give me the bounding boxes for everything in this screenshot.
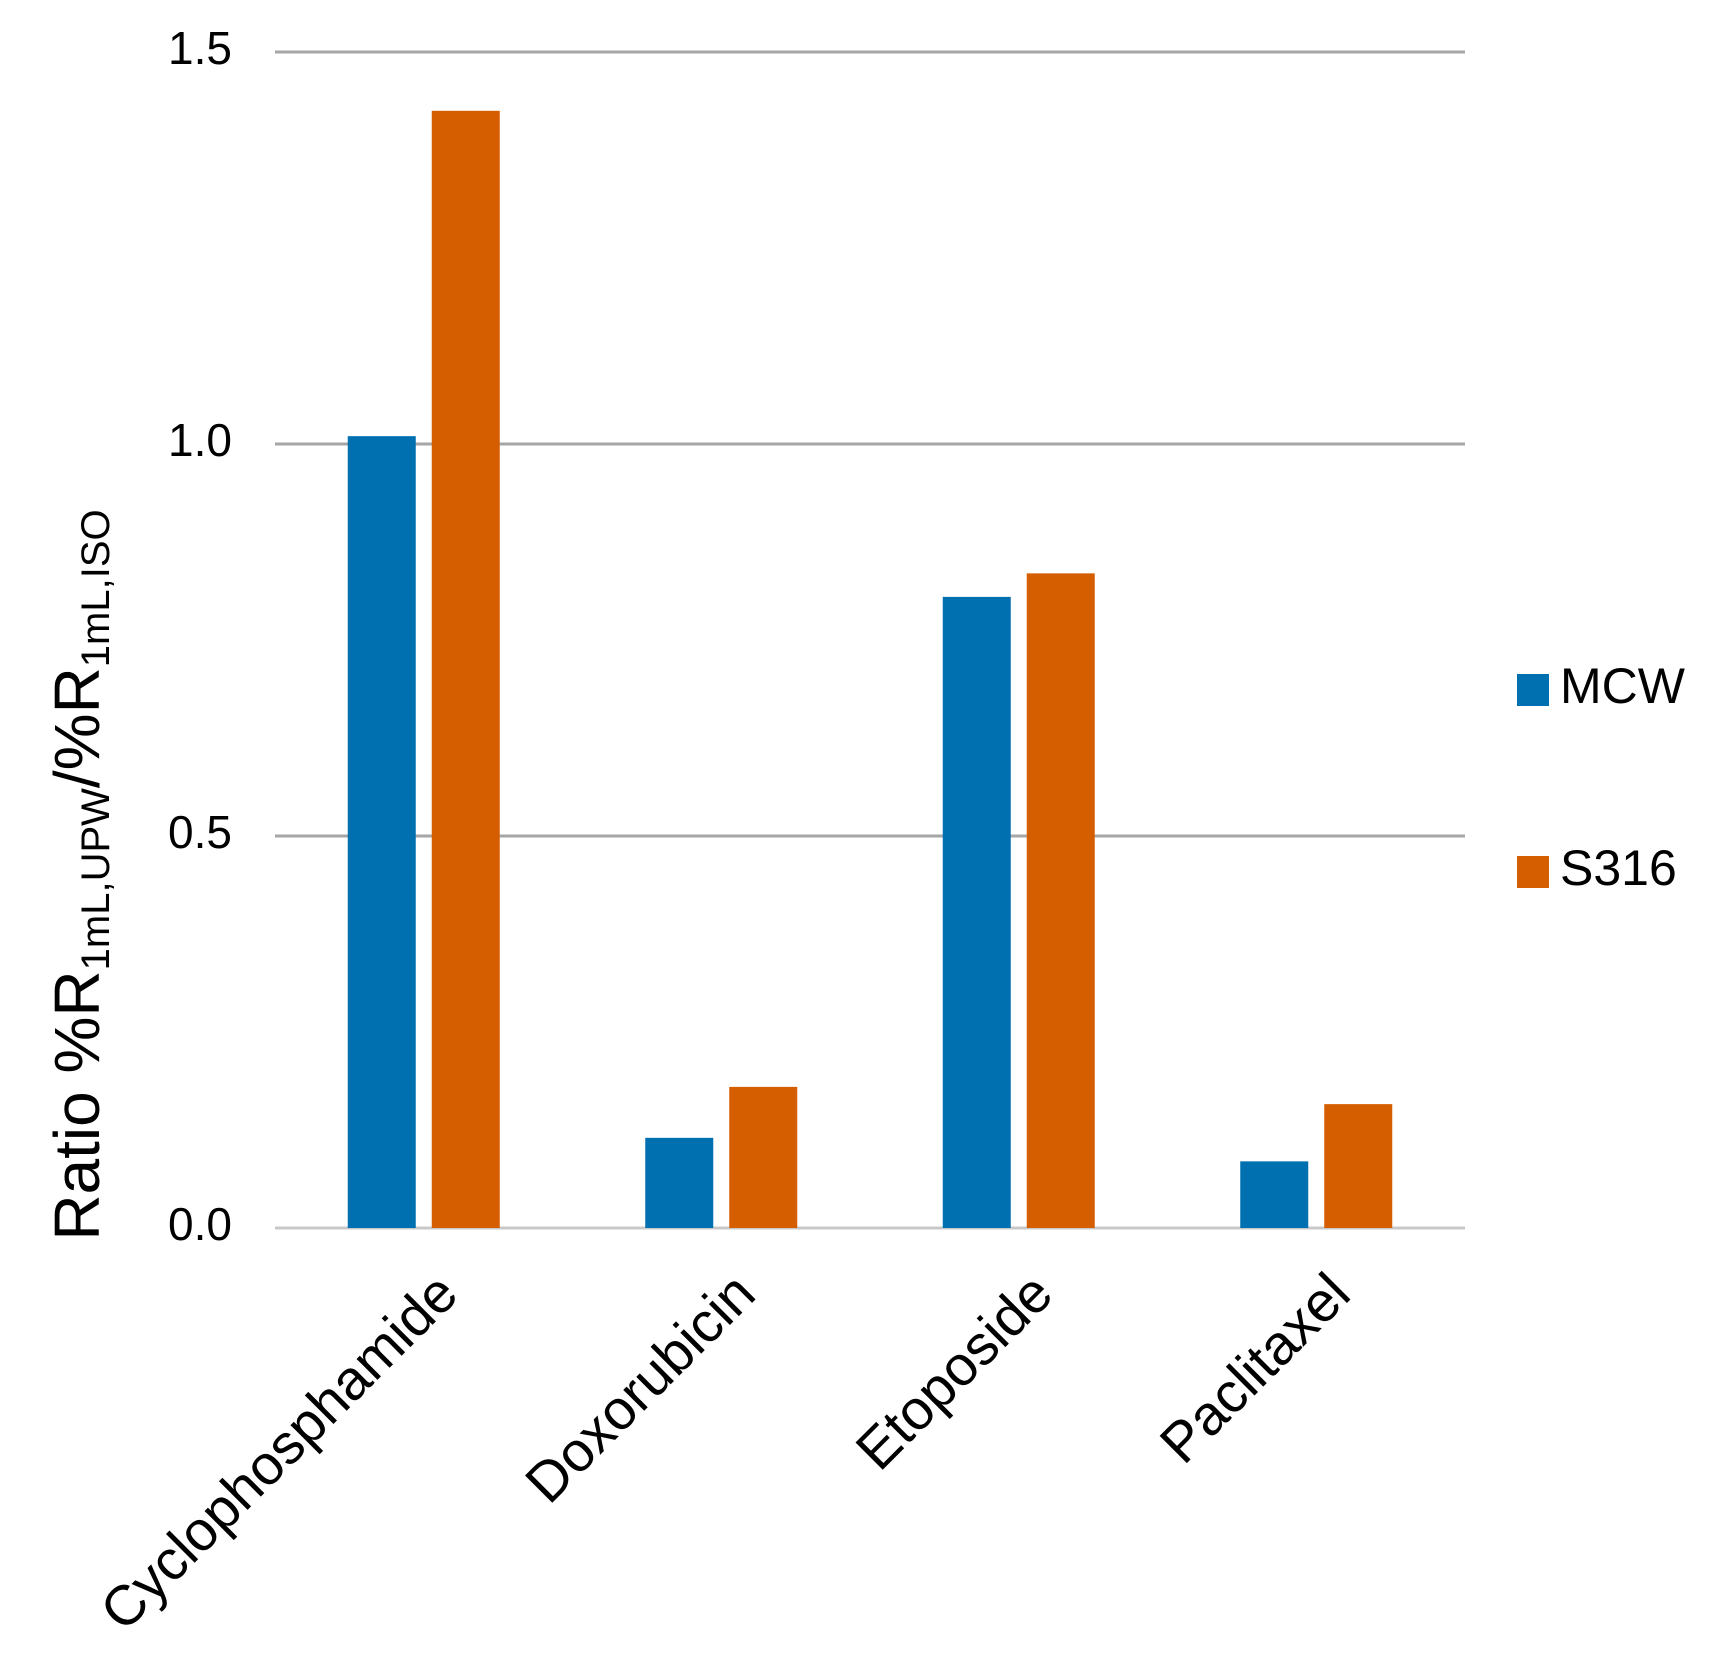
x-category-label: Etoposide xyxy=(843,1261,1064,1482)
x-category-label: Doxorubicin xyxy=(513,1261,767,1515)
y-axis-ticks: 0.0 0.5 1.0 1.5 xyxy=(168,22,232,1250)
bar-s316-cyclophosphamide xyxy=(431,110,500,1228)
y-axis-title-prefix: Ratio %R xyxy=(41,970,113,1240)
y-axis-title-subscript-1: 1mL,UPW xyxy=(74,788,118,970)
bar-mcw-etoposide xyxy=(942,596,1011,1228)
legend-label: MCW xyxy=(1560,658,1686,714)
bars xyxy=(347,110,1393,1228)
legend: MCW S316 xyxy=(1517,658,1686,896)
y-tick-label: 1.5 xyxy=(168,22,232,74)
legend-label: S316 xyxy=(1560,840,1677,896)
y-axis-title-subscript-2: 1mL,ISO xyxy=(74,509,118,667)
y-axis-title-middle: /%R xyxy=(41,667,113,788)
y-tick-label: 1.0 xyxy=(168,414,232,466)
y-tick-label: 0.0 xyxy=(168,1198,232,1250)
bar-s316-etoposide xyxy=(1026,573,1095,1228)
bar-mcw-doxorubicin xyxy=(645,1137,714,1228)
legend-swatch xyxy=(1517,856,1549,888)
bar-s316-paclitaxel xyxy=(1324,1104,1393,1228)
y-tick-label: 0.5 xyxy=(168,806,232,858)
bar-s316-doxorubicin xyxy=(729,1086,798,1228)
x-axis-category-labels: Cyclophosphamide Doxorubicin Etoposide Pacl… xyxy=(88,1261,1362,1642)
x-category-label: Paclitaxel xyxy=(1148,1261,1362,1475)
legend-swatch xyxy=(1517,674,1549,706)
x-category-label: Cyclophosphamide xyxy=(88,1261,469,1642)
y-axis-title: Ratio %R1mL,UPW/%R1mL,ISO xyxy=(41,509,118,1240)
bar-mcw-paclitaxel xyxy=(1240,1161,1309,1228)
bar-mcw-cyclophosphamide xyxy=(347,436,416,1228)
